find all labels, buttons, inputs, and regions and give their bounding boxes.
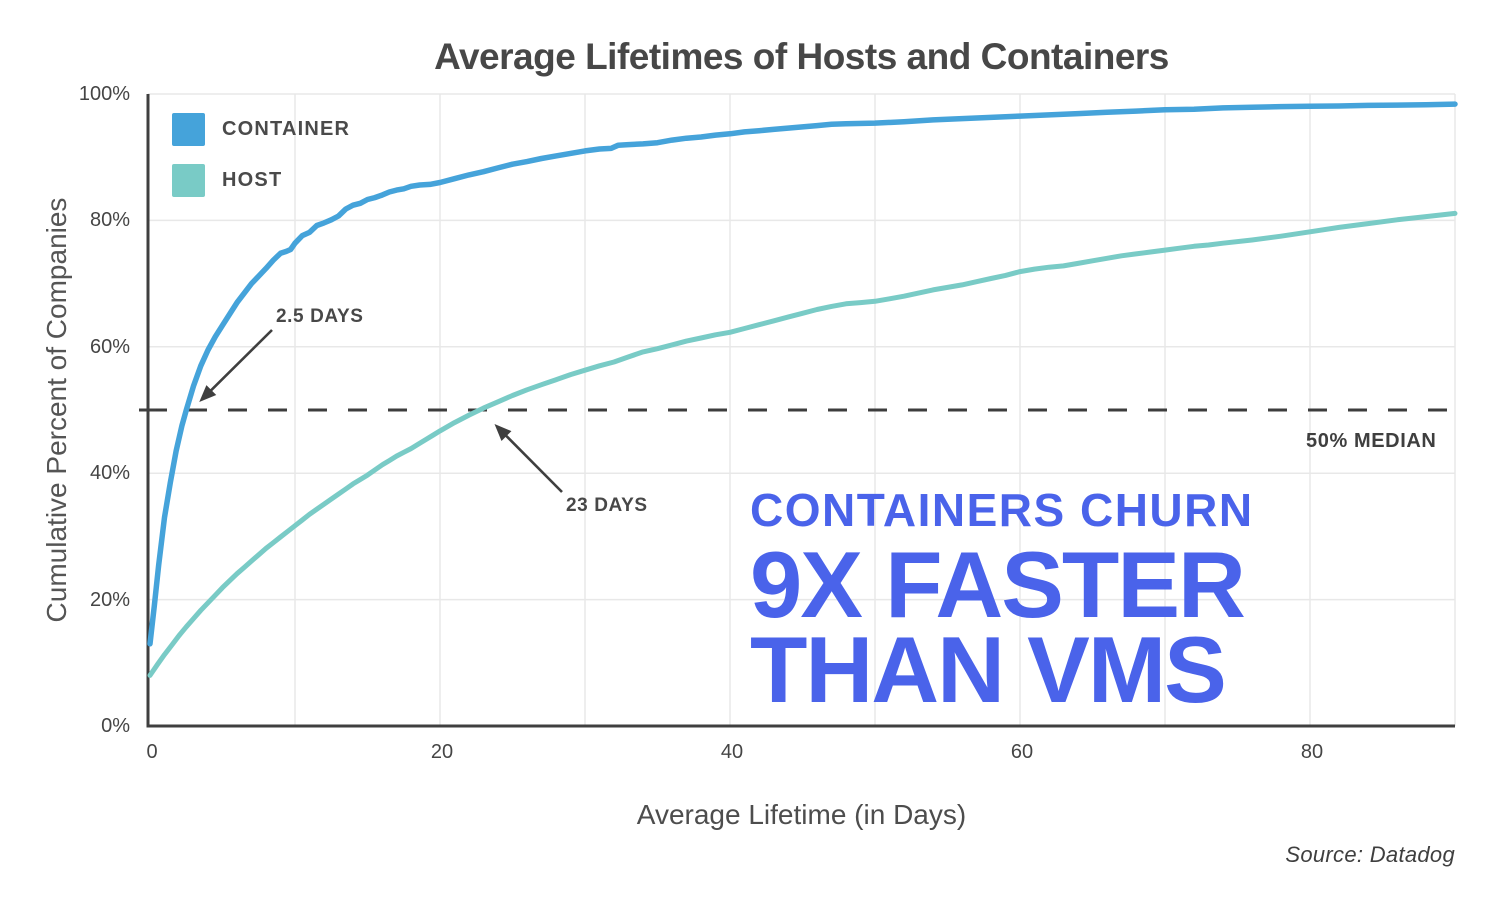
series-line-container [147,101,1458,647]
x-tick-label: 0 [146,741,158,763]
series-line-host [147,210,1458,678]
chart-title: Average Lifetimes of Hosts and Container… [434,36,1169,77]
legend-item-host: HOST [172,164,350,197]
y-tick-label: 20% [89,588,130,611]
callout-line-3: THAN VMS [750,617,1227,722]
host-swatch-icon [172,164,205,197]
callout-line-2: 9X FASTER [750,532,1246,637]
callout-text: CONTAINERS CHURN 9X FASTER THAN VMS [750,484,1254,722]
y-tick-label: 100% [78,83,130,105]
y-tick-label: 40% [89,462,130,485]
legend-item-container: CONTAINER [172,113,350,146]
y-tick-label: 0% [101,715,130,737]
x-tick-label: 40 [720,741,744,763]
median-line-label: 50% MEDIAN [1306,430,1437,452]
x-axis-title: Average Lifetime (in Days) [636,799,967,830]
annotation-arrow-1-line [208,329,273,394]
x-tick-label: 80 [1300,741,1324,763]
container-swatch-icon [172,113,205,146]
source-attribution: Source: Datadog [1285,842,1455,867]
legend-label-container: CONTAINER [222,118,351,140]
legend-label-host: HOST [222,169,283,191]
annotation-23-days: 23 DAYS [566,495,648,516]
legend: CONTAINER HOST [172,113,350,215]
y-tick-label: 60% [89,335,130,358]
y-tick-label: 80% [89,209,130,232]
annotation-arrow-2-arrowhead-icon [494,424,512,441]
annotation-arrow-2-line [503,433,563,493]
annotation-2-5-days: 2.5 DAYS [276,306,364,327]
callout-line-1: CONTAINERS CHURN [750,484,1254,536]
x-tick-label: 20 [430,741,454,763]
y-axis-title: Cumulative Percent of Companies [41,197,72,623]
x-tick-label: 60 [1010,741,1034,763]
annotation-arrow-1-arrowhead-icon [199,385,217,402]
